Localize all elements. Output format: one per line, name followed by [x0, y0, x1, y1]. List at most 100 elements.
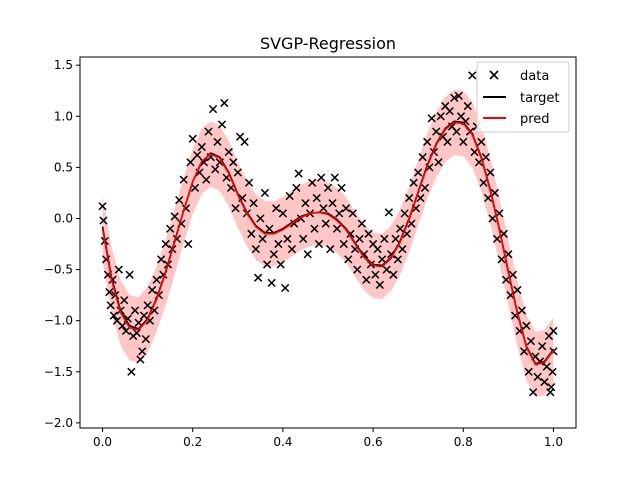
data-point: [276, 260, 285, 269]
data-point: [452, 127, 461, 136]
data-point: [463, 101, 472, 111]
legend-x-stroke-b: [489, 70, 499, 80]
data-point: [141, 334, 150, 344]
data-point: [285, 191, 294, 201]
data-point: [231, 204, 240, 213]
y-tick-label: −0.5: [44, 263, 73, 277]
data-point: [353, 265, 362, 274]
x-axis-ticks: 0.0 0.2 0.4 0.6 0.8 1.0: [93, 428, 563, 449]
legend-box: [476, 61, 570, 133]
data-point: [328, 199, 337, 208]
data-point: [121, 326, 131, 336]
data-point: [445, 107, 454, 116]
data-point: [501, 275, 511, 284]
x-tick-label: 0.0: [93, 435, 112, 449]
data-point: [215, 158, 224, 167]
data-point: [384, 208, 394, 217]
data-point: [364, 229, 373, 238]
data-point: [247, 229, 256, 238]
data-point: [175, 195, 184, 205]
data-point: [109, 311, 118, 320]
data-point: [434, 158, 443, 167]
x-tick-label: 0.6: [364, 435, 383, 449]
data-point: [132, 328, 141, 338]
data-point: [108, 275, 117, 284]
data-point: [348, 209, 357, 218]
data-point: [346, 229, 355, 238]
data-point: [339, 239, 348, 249]
data-point: [337, 183, 346, 192]
data-point: [504, 250, 513, 259]
data-point: [414, 168, 423, 177]
data-point: [240, 137, 249, 146]
y-tick-label: −1.5: [44, 365, 73, 379]
data-point: [540, 377, 549, 387]
data-point: [134, 318, 143, 327]
data-point: [488, 214, 497, 223]
data-point: [260, 188, 270, 198]
data-point: [105, 287, 114, 297]
data-point: [355, 234, 364, 244]
data-point: [224, 147, 233, 157]
data-point: [220, 98, 229, 108]
y-tick-label: 0.0: [54, 211, 73, 225]
y-tick-label: −1.0: [44, 314, 73, 328]
data-point: [120, 296, 129, 305]
data-point: [513, 285, 522, 295]
chart-title: SVGP-Regression: [260, 34, 396, 53]
x-tick-label: 1.0: [544, 435, 563, 449]
data-point: [292, 183, 301, 192]
data-point: [398, 245, 407, 254]
data-point: [125, 270, 134, 279]
data-point: [341, 204, 351, 213]
data-point: [197, 142, 206, 152]
data-point: [423, 137, 432, 146]
x-tick-label: 0.2: [183, 435, 202, 449]
data-point: [312, 193, 321, 203]
data-point: [344, 255, 353, 264]
data-point: [486, 168, 495, 177]
data-point: [323, 183, 333, 192]
data-point: [211, 165, 220, 174]
data-point: [278, 209, 288, 218]
data-point: [143, 301, 152, 310]
data-point: [193, 150, 202, 160]
data-point: [319, 204, 328, 213]
data-point: [152, 275, 161, 284]
data-point: [106, 301, 115, 310]
y-tick-label: 1.0: [54, 109, 73, 123]
data-point: [459, 137, 468, 146]
data-point: [389, 270, 398, 279]
data-point: [375, 280, 384, 290]
data-point: [256, 214, 265, 223]
y-axis-ticks: 1.5 1.0 0.5 0.0 −0.5 −1.0 −1.5 −2.0: [44, 58, 80, 430]
data-point: [310, 224, 319, 233]
data-point: [130, 306, 140, 315]
confidence-band: [102, 89, 554, 398]
data-point: [396, 224, 405, 233]
data-point: [382, 265, 391, 274]
data-point: [148, 285, 157, 295]
data-point: [470, 147, 479, 157]
data-point: [533, 372, 542, 382]
legend: data target pred: [476, 61, 570, 133]
data-point: [321, 219, 330, 228]
data-point: [483, 193, 493, 203]
data-point: [294, 169, 303, 178]
data-point: [269, 250, 279, 259]
data-point: [249, 199, 258, 208]
legend-label-data: data: [520, 69, 549, 84]
data-point: [477, 137, 486, 146]
legend-label-target: target: [520, 91, 560, 106]
data-point: [272, 204, 281, 213]
data-point: [161, 239, 170, 249]
y-tick-label: −2.0: [44, 416, 73, 430]
data-point: [377, 255, 387, 264]
data-point: [188, 134, 197, 143]
data-point: [127, 367, 136, 376]
data-point: [265, 224, 274, 233]
data-point: [208, 104, 218, 114]
data-point: [400, 209, 409, 218]
data-point: [190, 183, 200, 192]
